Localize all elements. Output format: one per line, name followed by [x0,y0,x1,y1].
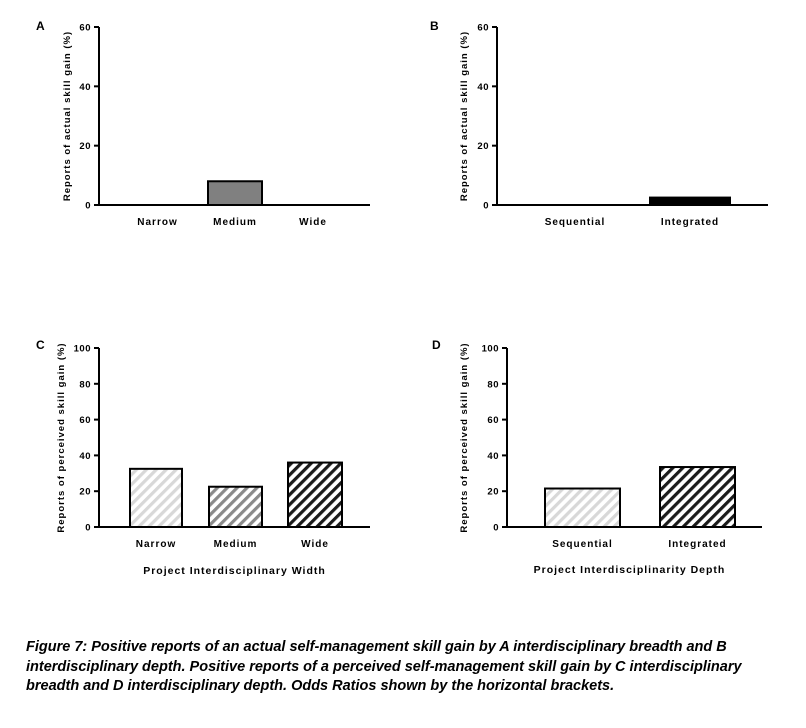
panel-letter: D [432,338,441,352]
y-tick-label: 20 [79,141,91,152]
bar-wide [287,461,343,528]
x-tick-label: Integrated [661,217,719,228]
y-tick-label: 0 [85,523,91,534]
y-axis-title: Reports of perceived skill gain (%) [459,342,470,532]
x-tick-label: Integrated [668,539,726,550]
y-tick-label: 60 [477,23,489,34]
x-tick-label: Medium [214,539,258,550]
y-axis-title: Reports of perceived skill gain (%) [56,342,67,532]
y-axis-title: Reports of actual skill gain (%) [62,31,73,201]
panel-letter: B [430,19,439,33]
bar-integrated [649,196,731,206]
y-tick-label: 20 [79,487,91,498]
bar-sequential [544,487,621,529]
x-tick-label: Wide [299,217,327,228]
y-tick-label: 60 [79,415,91,426]
panel-letter: C [36,338,45,352]
x-tick-label: Sequential [545,217,606,228]
y-tick-label: 0 [493,523,499,534]
y-tick-label: 0 [85,201,91,212]
y-tick-label: 60 [79,23,91,34]
x-axis-title: Project Interdisciplinarity Depth [534,564,726,576]
bar-medium [208,485,263,529]
y-tick-label: 80 [487,379,499,390]
panel-letter: A [36,19,45,33]
x-tick-label: Sequential [552,539,613,550]
x-tick-label: Narrow [137,217,177,228]
x-tick-label: Medium [213,217,257,228]
y-tick-label: 60 [487,415,499,426]
figure-charts: A 0 20 40 60 Reports of actual skill gain (%)… [36,19,768,577]
x-tick-label: Wide [301,539,329,550]
figure-caption: Figure 7: Positive reports of an actual … [26,639,742,694]
y-tick-label: 40 [79,451,91,462]
y-tick-label: 100 [74,344,91,355]
x-tick-label: Narrow [136,539,176,550]
bar-medium [207,180,263,206]
y-tick-label: 20 [477,141,489,152]
x-axis-title: Project Interdisciplinary Width [143,565,326,577]
y-tick-label: 20 [487,487,499,498]
y-tick-label: 80 [79,379,91,390]
y-tick-label: 0 [483,201,489,212]
y-tick-label: 40 [477,82,489,93]
bar-narrow [129,467,183,529]
y-tick-label: 40 [79,82,91,93]
bar-integrated [659,466,736,529]
y-tick-label: 40 [487,451,499,462]
y-tick-label: 100 [482,344,499,355]
y-axis-title: Reports of actual skill gain (%) [459,31,470,201]
